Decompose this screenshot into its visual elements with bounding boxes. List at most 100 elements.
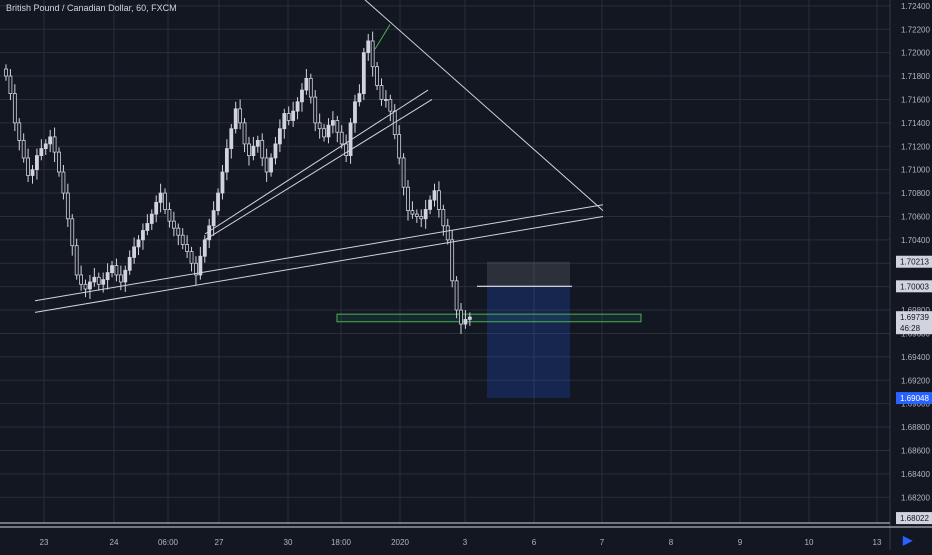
support-zone [336, 313, 642, 323]
y-tick-label: 1.70600 [901, 212, 930, 221]
candle-body [304, 77, 309, 91]
candle-body [83, 283, 88, 290]
candle-body [375, 66, 379, 86]
candle-body [401, 157, 406, 188]
candle-body [17, 122, 22, 141]
candle-body [202, 239, 207, 257]
x-tick-label: 06:00 [158, 538, 179, 547]
x-tick-label: 8 [669, 538, 674, 547]
y-tick-label: 1.68200 [901, 493, 930, 502]
candle-body [194, 262, 198, 276]
candle-body [189, 251, 194, 264]
candle-body [423, 209, 428, 220]
price-badge [896, 322, 932, 335]
x-tick-label: 6 [532, 538, 537, 547]
candle-body [70, 218, 75, 247]
candle-body [198, 255, 203, 276]
candle-body [180, 234, 185, 245]
x-tick-label: 10 [805, 538, 814, 547]
trendline-lower-support-a [34, 204, 604, 302]
candle-body [61, 171, 66, 194]
candle-body [282, 113, 287, 130]
candle-body [459, 309, 463, 325]
y-tick-label: 1.70400 [901, 236, 930, 245]
price-badge-label: 1.69048 [900, 394, 929, 403]
candle-body [96, 276, 101, 285]
y-tick-label: 1.71200 [901, 142, 930, 151]
candle-body [233, 108, 238, 130]
y-tick-label: 1.69400 [901, 353, 930, 362]
x-tick-label: 2020 [391, 538, 409, 547]
price-badge [896, 392, 932, 405]
trendline-lower-support-b [34, 215, 604, 313]
candle-body [410, 210, 415, 215]
x-tick-label: 3 [463, 538, 468, 547]
candle-body [123, 269, 128, 283]
x-tick-label: 27 [215, 538, 224, 547]
y-tick-label: 1.69000 [901, 400, 930, 409]
candle-body [12, 93, 17, 124]
candle-body [4, 68, 8, 77]
price-badge [896, 512, 932, 525]
candle-body [308, 77, 313, 98]
candle-body [414, 213, 419, 217]
price-badge-label: 1.70213 [900, 258, 929, 267]
candle-body [141, 230, 145, 241]
candle-body [74, 245, 79, 276]
candle-body [105, 272, 110, 281]
trendline-green-swing [374, 24, 391, 50]
candle-body [35, 155, 39, 171]
trendline-channel-a [204, 89, 429, 235]
candle-body [344, 143, 349, 157]
candle-body [65, 192, 70, 220]
candle-body [260, 140, 265, 159]
candle-body [167, 209, 172, 222]
candle-body [379, 85, 384, 100]
trendline-upper-descending [364, 0, 604, 211]
candle-body [154, 202, 159, 215]
candle-body [110, 265, 114, 274]
candle-body [132, 246, 137, 258]
candle-body [370, 40, 375, 68]
candle-body [326, 124, 331, 138]
candle-body [286, 113, 291, 121]
candle-body [149, 213, 154, 224]
candle-body [118, 274, 123, 283]
candle-body [57, 151, 61, 173]
candle-body [295, 101, 300, 112]
candle-body [171, 220, 176, 229]
candle-body [273, 143, 278, 159]
candle-body [88, 281, 92, 290]
candle-body [158, 192, 163, 203]
candle-body [92, 276, 97, 283]
symbol-title: British Pound / Canadian Dollar, 60, FXC… [6, 3, 177, 13]
candle-body [269, 157, 273, 173]
candle-body [52, 136, 57, 153]
y-tick-label: 1.72400 [901, 2, 930, 11]
x-tick-label: 30 [284, 538, 293, 547]
candle-body [467, 316, 472, 320]
candle-body [255, 140, 260, 147]
candle-body [114, 265, 119, 276]
candle-body [247, 143, 251, 157]
candle-body [388, 99, 393, 112]
candle-body [322, 128, 326, 138]
candle-body [277, 128, 282, 145]
candle-body [211, 210, 216, 227]
candle-body [224, 148, 229, 173]
candle-body [136, 239, 141, 248]
candle-body [366, 40, 371, 54]
candle-body [300, 89, 304, 103]
candle-body [264, 157, 269, 173]
y-tick-label: 1.68800 [901, 423, 930, 432]
candle-body [101, 279, 106, 285]
candle-body [251, 145, 256, 157]
x-tick-label: 23 [40, 538, 49, 547]
candle-body [384, 99, 388, 101]
candle-body [454, 280, 459, 311]
candle-body [397, 134, 402, 159]
candle-body [353, 101, 357, 124]
